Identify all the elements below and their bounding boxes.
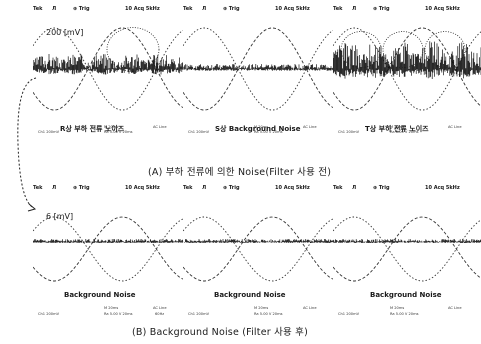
trigger-icon: Л [52, 6, 57, 12]
waveform-display [333, 27, 481, 111]
sine-trace [33, 27, 183, 111]
stop-status: ⊕ Trig [73, 185, 90, 191]
tek-label: Tek [333, 6, 343, 12]
scope-toolbar: Tek Л ⊕ Trig 10 Acq 5kHz [33, 3, 183, 15]
scale-label-bottom: 6 [mV] [46, 212, 74, 221]
link-arrow-icon [17, 77, 37, 212]
tek-label: Tek [183, 6, 193, 12]
rate-info: Ra 5.00 V 20ms [390, 130, 419, 134]
waveform-display [33, 27, 183, 111]
freq-info: 60Hz [155, 312, 165, 316]
stop-status: ⊕ Trig [223, 6, 240, 12]
rate-info: Ra 5.00 V 20ms [104, 130, 133, 134]
scope-toolbar: Tek Л ⊕ Trig 10 Acq 5kHz [33, 182, 183, 194]
ch-info: Ch1 200mV [38, 130, 60, 134]
ac-info: AC Line [153, 125, 167, 129]
trigger-icon: Л [352, 185, 357, 191]
m-info: M 20ms [104, 125, 119, 129]
section-b-title: (B) Background Noise (Filter 사용 후) [132, 327, 309, 338]
rate-info: Ra 5.00 V 20ms [104, 312, 133, 316]
sine-trace [33, 27, 183, 111]
noise-highlight-circle [340, 31, 382, 68]
stop-status: ⊕ Trig [223, 185, 240, 191]
caption-t-phase: T상 부하 전류 노이즈 [365, 125, 429, 133]
ac-info: AC Line [448, 306, 462, 310]
tek-label: Tek [33, 6, 43, 12]
ch-info: Ch1 200mV [338, 130, 360, 134]
sine-trace [183, 27, 333, 111]
sine-trace [183, 27, 333, 111]
scope-toolbar: Tek Л ⊕ Trig 10 Acq 5kHz [183, 182, 333, 194]
trigger-icon: Л [202, 185, 207, 191]
stop-status: ⊕ Trig [373, 6, 390, 12]
noise-trace [333, 239, 481, 243]
sample-rate: 10 Acq 5kHz [275, 6, 310, 12]
m-info: M 20ms [390, 125, 405, 129]
sine-trace [333, 27, 481, 111]
tek-label: Tek [333, 185, 343, 191]
m-info: M 20ms [254, 306, 269, 310]
caption-bg-2: Background Noise [214, 291, 286, 299]
ch-info: Ch1 200mV [188, 130, 210, 134]
ch-info: Ch1 200mV [338, 312, 360, 316]
noise-highlight-circle [382, 31, 424, 68]
ac-info: AC Line [153, 306, 167, 310]
stop-status: ⊕ Trig [373, 185, 390, 191]
rate-info: Ra 5.00 V 20ms [254, 130, 283, 134]
ch-info: Ch1 200mV [188, 312, 210, 316]
tek-label: Tek [183, 185, 193, 191]
sine-trace [33, 216, 183, 282]
waveform-display [183, 27, 333, 111]
ac-info: AC Line [303, 125, 317, 129]
noise-trace [183, 239, 333, 243]
scope-toolbar: Tek Л ⊕ Trig 10 Acq 5kHz [333, 182, 481, 194]
m-info: M 20ms [104, 306, 119, 310]
rate-info: Ra 5.00 V 20ms [254, 312, 283, 316]
scope-toolbar: Tek Л ⊕ Trig 10 Acq 5kHz [333, 3, 481, 15]
noise-trace [333, 41, 481, 79]
ac-info: AC Line [303, 306, 317, 310]
caption-bg-1: Background Noise [64, 291, 136, 299]
noise-highlight-circle [424, 31, 466, 68]
scale-label-top: 200 [mV] [46, 28, 84, 37]
caption-r-phase: R상 부하 전류 노이즈 [60, 125, 125, 133]
trigger-icon: Л [52, 185, 57, 191]
sine-trace [333, 27, 481, 111]
trigger-icon: Л [202, 6, 207, 12]
ac-info: AC Line [448, 125, 462, 129]
sample-rate: 10 Acq 5kHz [275, 185, 310, 191]
sample-rate: 10 Acq 5kHz [125, 185, 160, 191]
noise-trace [33, 54, 183, 75]
scope-toolbar: Tek Л ⊕ Trig 10 Acq 5kHz [183, 3, 333, 15]
m-info: M 20ms [390, 306, 405, 310]
waveform-display [33, 216, 183, 282]
sine-trace [33, 216, 183, 282]
noise-trace [33, 239, 183, 243]
ch-info: Ch1 200mV [38, 312, 60, 316]
caption-s-phase: S상 Background Noise [215, 125, 301, 133]
sample-rate: 10 Acq 5kHz [425, 6, 460, 12]
noise-highlight-circle [106, 27, 160, 72]
rate-info: Ra 5.00 V 20ms [390, 312, 419, 316]
waveform-display [183, 216, 333, 282]
sample-rate: 10 Acq 5kHz [125, 6, 160, 12]
caption-bg-3: Background Noise [370, 291, 442, 299]
trigger-icon: Л [352, 6, 357, 12]
waveform-display [333, 216, 481, 282]
tek-label: Tek [33, 185, 43, 191]
section-a-title: (A) 부하 전류에 의한 Noise(Filter 사용 전) [148, 167, 332, 178]
stop-status: ⊕ Trig [73, 6, 90, 12]
sine-trace [333, 216, 481, 282]
sample-rate: 10 Acq 5kHz [425, 185, 460, 191]
sine-trace [333, 216, 481, 282]
sine-trace [183, 216, 333, 282]
noise-trace [183, 64, 333, 71]
m-info: M 20ms [254, 125, 269, 129]
sine-trace [183, 216, 333, 282]
